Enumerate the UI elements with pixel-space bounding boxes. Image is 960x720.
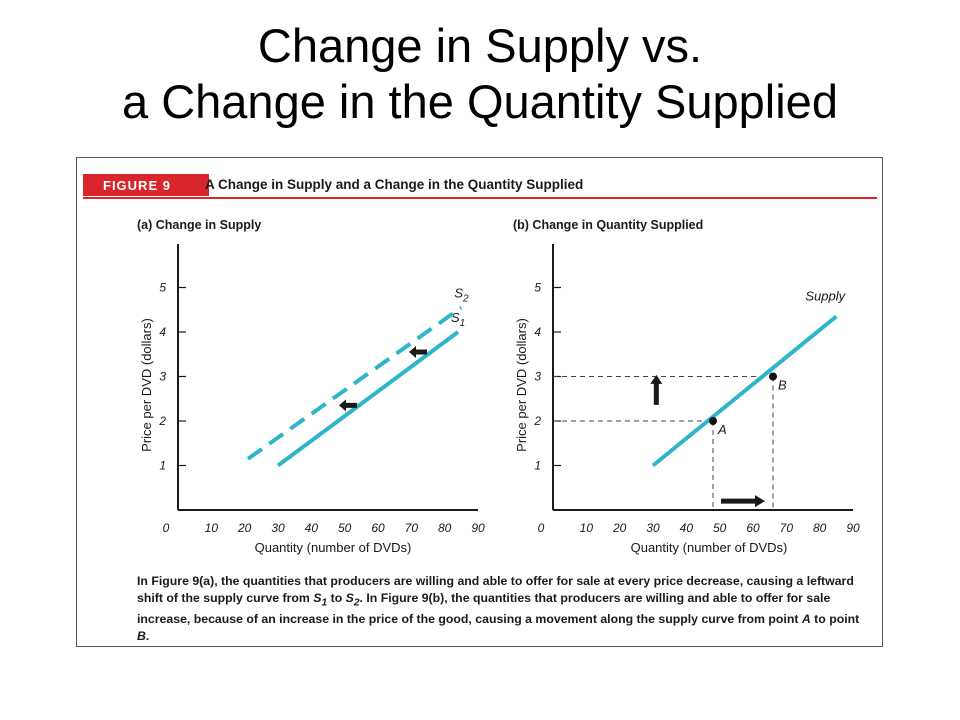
caption-text-5: . bbox=[145, 628, 150, 643]
panel-b-series-label-supply: Supply bbox=[805, 288, 846, 303]
panel-b-x-tick-label: 60 bbox=[746, 521, 760, 535]
caption-text-1: In Figure 9(a), the quantities that prod… bbox=[137, 574, 854, 605]
figure-canvas: FIGURE 9 A Change in Supply and a Change… bbox=[83, 174, 877, 555]
panel-b-x-tick-label: 20 bbox=[612, 521, 627, 535]
caption-s2: S2 bbox=[345, 590, 360, 608]
panel-a-x-tick-label: 20 bbox=[237, 521, 252, 535]
panel-a-arrow-left-icon bbox=[409, 346, 427, 359]
panel-a-series-label-s1: S1 bbox=[451, 310, 465, 329]
panel-a-x-tick-label: 60 bbox=[371, 521, 385, 535]
panel-b-x-tick-label: 90 bbox=[846, 521, 860, 535]
panel-a-x-tick-label: 10 bbox=[205, 521, 219, 535]
caption-point-b: B bbox=[137, 628, 146, 643]
panel-a-x-tick-label: 90 bbox=[471, 521, 485, 535]
panel-b-plot: 0 10 20 30 40 50 60 70 80 90 1 2 3 4 5 Supply A B bbox=[533, 244, 860, 535]
panel-b-y-tick-label: 2 bbox=[533, 414, 541, 428]
panel-b-x-tick-label: 50 bbox=[713, 521, 727, 535]
panel-a-y-tick-label: 1 bbox=[159, 459, 166, 473]
caption-s1: S1 bbox=[313, 590, 328, 608]
figure-tag-background bbox=[83, 174, 209, 196]
panel-b-point-a bbox=[709, 417, 717, 425]
panel-b-y-tick-label: 1 bbox=[534, 459, 541, 473]
panel-a-plot: 0 10 20 30 40 50 60 70 80 90 1 2 3 4 5 S1 S2 bbox=[158, 244, 485, 535]
panel-a-title: (a) Change in Supply bbox=[137, 218, 261, 232]
panel-b-series-supply bbox=[651, 314, 838, 468]
panel-a-x-tick-label: 30 bbox=[271, 521, 285, 535]
panel-a-xlabel: Quantity (number of DVDs) bbox=[255, 540, 412, 555]
slide-title-line-1: Change in Supply vs. bbox=[257, 19, 703, 72]
panel-a-y-tick-label: 3 bbox=[159, 370, 166, 384]
caption-point-a: A bbox=[801, 612, 811, 627]
slide-title: Change in Supply vs. a Change in the Qua… bbox=[0, 18, 960, 130]
panel-a-ylabel: Price per DVD (dollars) bbox=[139, 318, 154, 452]
panel-a-series-s2 bbox=[246, 305, 463, 461]
panel-a-x-tick-label: 0 bbox=[163, 521, 170, 535]
panel-a-y-tick-label: 4 bbox=[159, 325, 166, 339]
figure-caption: In Figure 9(a), the quantities that prod… bbox=[137, 573, 872, 644]
panel-a-arrow-left-icon bbox=[339, 399, 357, 412]
panel-b-y-tick-label: 3 bbox=[534, 370, 541, 384]
panel-a-x-tick-label: 50 bbox=[338, 521, 352, 535]
caption-text-3: . In Figure 9(b), the quantities that pr… bbox=[137, 590, 831, 627]
panel-b-arrow-right-icon bbox=[721, 495, 765, 508]
figure-tag: FIGURE 9 bbox=[103, 178, 171, 193]
panel-b-x-tick-label: 40 bbox=[680, 521, 694, 535]
panel-b-arrow-up-icon bbox=[650, 374, 663, 405]
panel-a-x-tick-label: 40 bbox=[305, 521, 319, 535]
slide-title-line-2: a Change in the Quantity Supplied bbox=[122, 75, 838, 128]
panel-b-x-tick-label: 30 bbox=[646, 521, 660, 535]
panel-a-series-label-s2: S2 bbox=[454, 286, 469, 305]
figure-title: A Change in Supply and a Change in the Q… bbox=[205, 177, 583, 192]
panel-b-title: (b) Change in Quantity Supplied bbox=[513, 218, 703, 232]
panel-b-x-tick-label: 0 bbox=[538, 521, 545, 535]
panel-b-x-tick-label: 70 bbox=[780, 521, 794, 535]
panel-b-x-tick-label: 80 bbox=[813, 521, 827, 535]
panel-b-x-tick-label: 10 bbox=[580, 521, 594, 535]
panel-a-series-s1 bbox=[276, 330, 460, 468]
caption-text-4: to point bbox=[810, 612, 860, 627]
panel-a-y-tick-label: 5 bbox=[159, 281, 166, 295]
panel-b-y-tick-label: 5 bbox=[534, 281, 541, 295]
figure-panel: FIGURE 9 A Change in Supply and a Change… bbox=[76, 157, 883, 647]
panel-b-point-label-b: B bbox=[778, 378, 787, 393]
panel-b-y-tick-label: 4 bbox=[534, 325, 541, 339]
panel-b-point-label-a: A bbox=[717, 422, 727, 437]
panel-b-point-b bbox=[769, 372, 777, 381]
panel-a-x-tick-label: 80 bbox=[438, 521, 452, 535]
panel-a-y-tick-label: 2 bbox=[158, 414, 166, 428]
panel-b-ylabel: Price per DVD (dollars) bbox=[514, 318, 529, 452]
caption-text-2: to bbox=[327, 590, 346, 605]
panel-a-x-tick-label: 70 bbox=[405, 521, 419, 535]
panel-b-xlabel: Quantity (number of DVDs) bbox=[631, 540, 788, 555]
